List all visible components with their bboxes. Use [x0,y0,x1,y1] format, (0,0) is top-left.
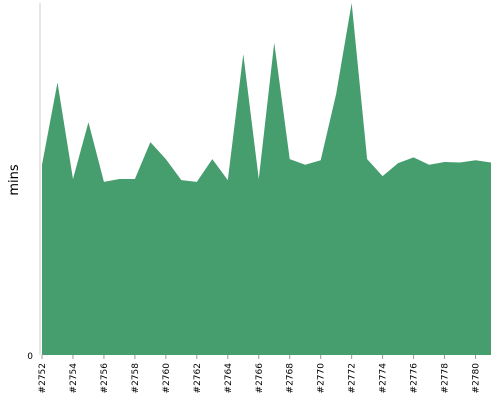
x-tick-label: #2758 [131,363,141,394]
x-tick-label: #2766 [255,363,265,394]
x-tick-label: #2770 [317,363,327,394]
x-tick-label: #2778 [441,363,451,394]
plot-area [42,3,491,355]
x-tick-label: #2776 [410,363,420,394]
y-axis-label: mins [7,164,22,196]
x-tick-label: #2780 [472,363,482,394]
x-tick-label: #2752 [38,363,48,393]
x-tick-label: #2774 [379,363,389,394]
x-tick-label: #2768 [286,363,296,394]
area-series-0 [42,3,491,355]
x-tick-label: #2764 [224,363,234,394]
x-tick-label: #2756 [100,363,110,394]
x-tick-label: #2762 [193,363,203,393]
y-axis-ticks: 0 [27,352,33,362]
x-axis-ticks: #2752 #2754 #2756 #2758 #2760 #2762 #2764 #2766… [38,355,482,393]
x-tick-label: #2760 [162,363,172,394]
y-tick-label: 0 [27,352,33,362]
x-tick-label: #2754 [69,363,79,394]
x-tick-label: #2772 [348,363,358,393]
